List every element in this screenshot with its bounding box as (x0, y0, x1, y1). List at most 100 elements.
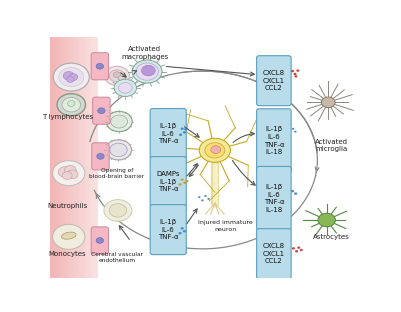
Circle shape (96, 237, 103, 243)
Bar (83, 37, 84, 278)
Circle shape (322, 97, 335, 108)
Circle shape (67, 101, 75, 106)
Bar (57, 37, 59, 278)
Text: CXCL8
CXCL1
CCL2: CXCL8 CXCL1 CCL2 (263, 243, 285, 264)
Bar (93, 37, 95, 278)
Circle shape (205, 143, 225, 158)
Text: IL-1β
IL-6
TNF-α: IL-1β IL-6 TNF-α (158, 123, 178, 144)
Circle shape (62, 97, 81, 112)
Circle shape (136, 63, 158, 80)
Bar (54, 37, 55, 278)
Circle shape (199, 138, 230, 162)
Bar (91, 37, 92, 278)
Circle shape (109, 70, 125, 82)
Circle shape (53, 224, 85, 249)
Circle shape (53, 63, 89, 91)
Circle shape (297, 246, 300, 249)
Circle shape (180, 178, 184, 181)
Bar (67, 37, 68, 278)
Circle shape (211, 146, 221, 154)
Circle shape (105, 140, 132, 160)
Bar (84, 37, 85, 278)
Bar (60, 37, 61, 278)
Circle shape (113, 72, 121, 78)
Text: CXCL8
CXCL1
CCL2: CXCL8 CXCL1 CCL2 (263, 70, 285, 91)
Circle shape (179, 134, 182, 136)
FancyBboxPatch shape (257, 166, 291, 230)
Bar (53, 37, 54, 278)
Bar (71, 37, 72, 278)
FancyBboxPatch shape (257, 229, 291, 279)
Text: Injured immature
neuron: Injured immature neuron (198, 221, 253, 232)
Text: Monocytes: Monocytes (49, 251, 86, 257)
Bar (68, 37, 69, 278)
Bar (51, 37, 53, 278)
FancyBboxPatch shape (93, 97, 110, 124)
Bar (59, 37, 60, 278)
Circle shape (318, 213, 335, 227)
Text: IL-1β
IL-6
TNF-α
IL-18: IL-1β IL-6 TNF-α IL-18 (263, 184, 284, 213)
Bar (92, 37, 93, 278)
Circle shape (105, 66, 130, 85)
Text: Neutrophils: Neutrophils (47, 202, 87, 209)
Bar (55, 37, 56, 278)
Bar (77, 37, 78, 278)
Text: T lymphocytes: T lymphocytes (42, 114, 93, 120)
Circle shape (53, 161, 85, 186)
Circle shape (207, 198, 210, 200)
Text: Activated
macrophages: Activated macrophages (121, 46, 168, 60)
Bar (61, 37, 62, 278)
Circle shape (67, 170, 78, 179)
Bar (80, 37, 81, 278)
Circle shape (57, 94, 85, 116)
FancyBboxPatch shape (91, 227, 109, 254)
Circle shape (69, 74, 78, 80)
Bar (78, 37, 79, 278)
Circle shape (106, 111, 132, 132)
Circle shape (110, 143, 127, 157)
Circle shape (65, 165, 76, 175)
FancyBboxPatch shape (150, 205, 186, 255)
Bar (86, 37, 87, 278)
Circle shape (296, 69, 300, 72)
Text: Astrocytes: Astrocytes (313, 234, 350, 240)
Circle shape (58, 167, 72, 177)
Bar (90, 37, 91, 278)
Circle shape (109, 204, 127, 217)
Bar (87, 37, 89, 278)
FancyBboxPatch shape (92, 143, 109, 170)
Ellipse shape (61, 232, 76, 239)
Circle shape (198, 196, 200, 198)
Bar (75, 37, 77, 278)
Text: Cerebral vascular
endothelium: Cerebral vascular endothelium (91, 252, 143, 263)
Circle shape (119, 83, 132, 93)
FancyBboxPatch shape (257, 109, 291, 173)
Bar (72, 37, 73, 278)
FancyBboxPatch shape (257, 56, 291, 106)
Circle shape (300, 249, 303, 251)
Bar (66, 37, 67, 278)
Bar (97, 37, 98, 278)
Bar (50, 37, 51, 278)
Circle shape (291, 190, 294, 193)
Circle shape (180, 128, 184, 130)
Circle shape (294, 73, 297, 75)
Circle shape (204, 195, 207, 197)
Circle shape (291, 70, 294, 72)
Circle shape (294, 131, 297, 133)
Bar (89, 37, 90, 278)
Text: Activated
microglia: Activated microglia (315, 139, 348, 152)
Bar (62, 37, 63, 278)
Circle shape (292, 247, 295, 250)
Circle shape (184, 128, 187, 130)
Circle shape (142, 65, 155, 76)
FancyBboxPatch shape (150, 157, 186, 207)
Circle shape (63, 71, 74, 80)
Circle shape (183, 131, 186, 134)
Bar (63, 37, 65, 278)
Text: DAMPs
IL-1β
TNF-α: DAMPs IL-1β TNF-α (156, 171, 180, 192)
Circle shape (292, 128, 294, 130)
Text: IL-1β
IL-6
TNF-α: IL-1β IL-6 TNF-α (158, 219, 178, 240)
Circle shape (111, 115, 128, 128)
Bar (73, 37, 74, 278)
